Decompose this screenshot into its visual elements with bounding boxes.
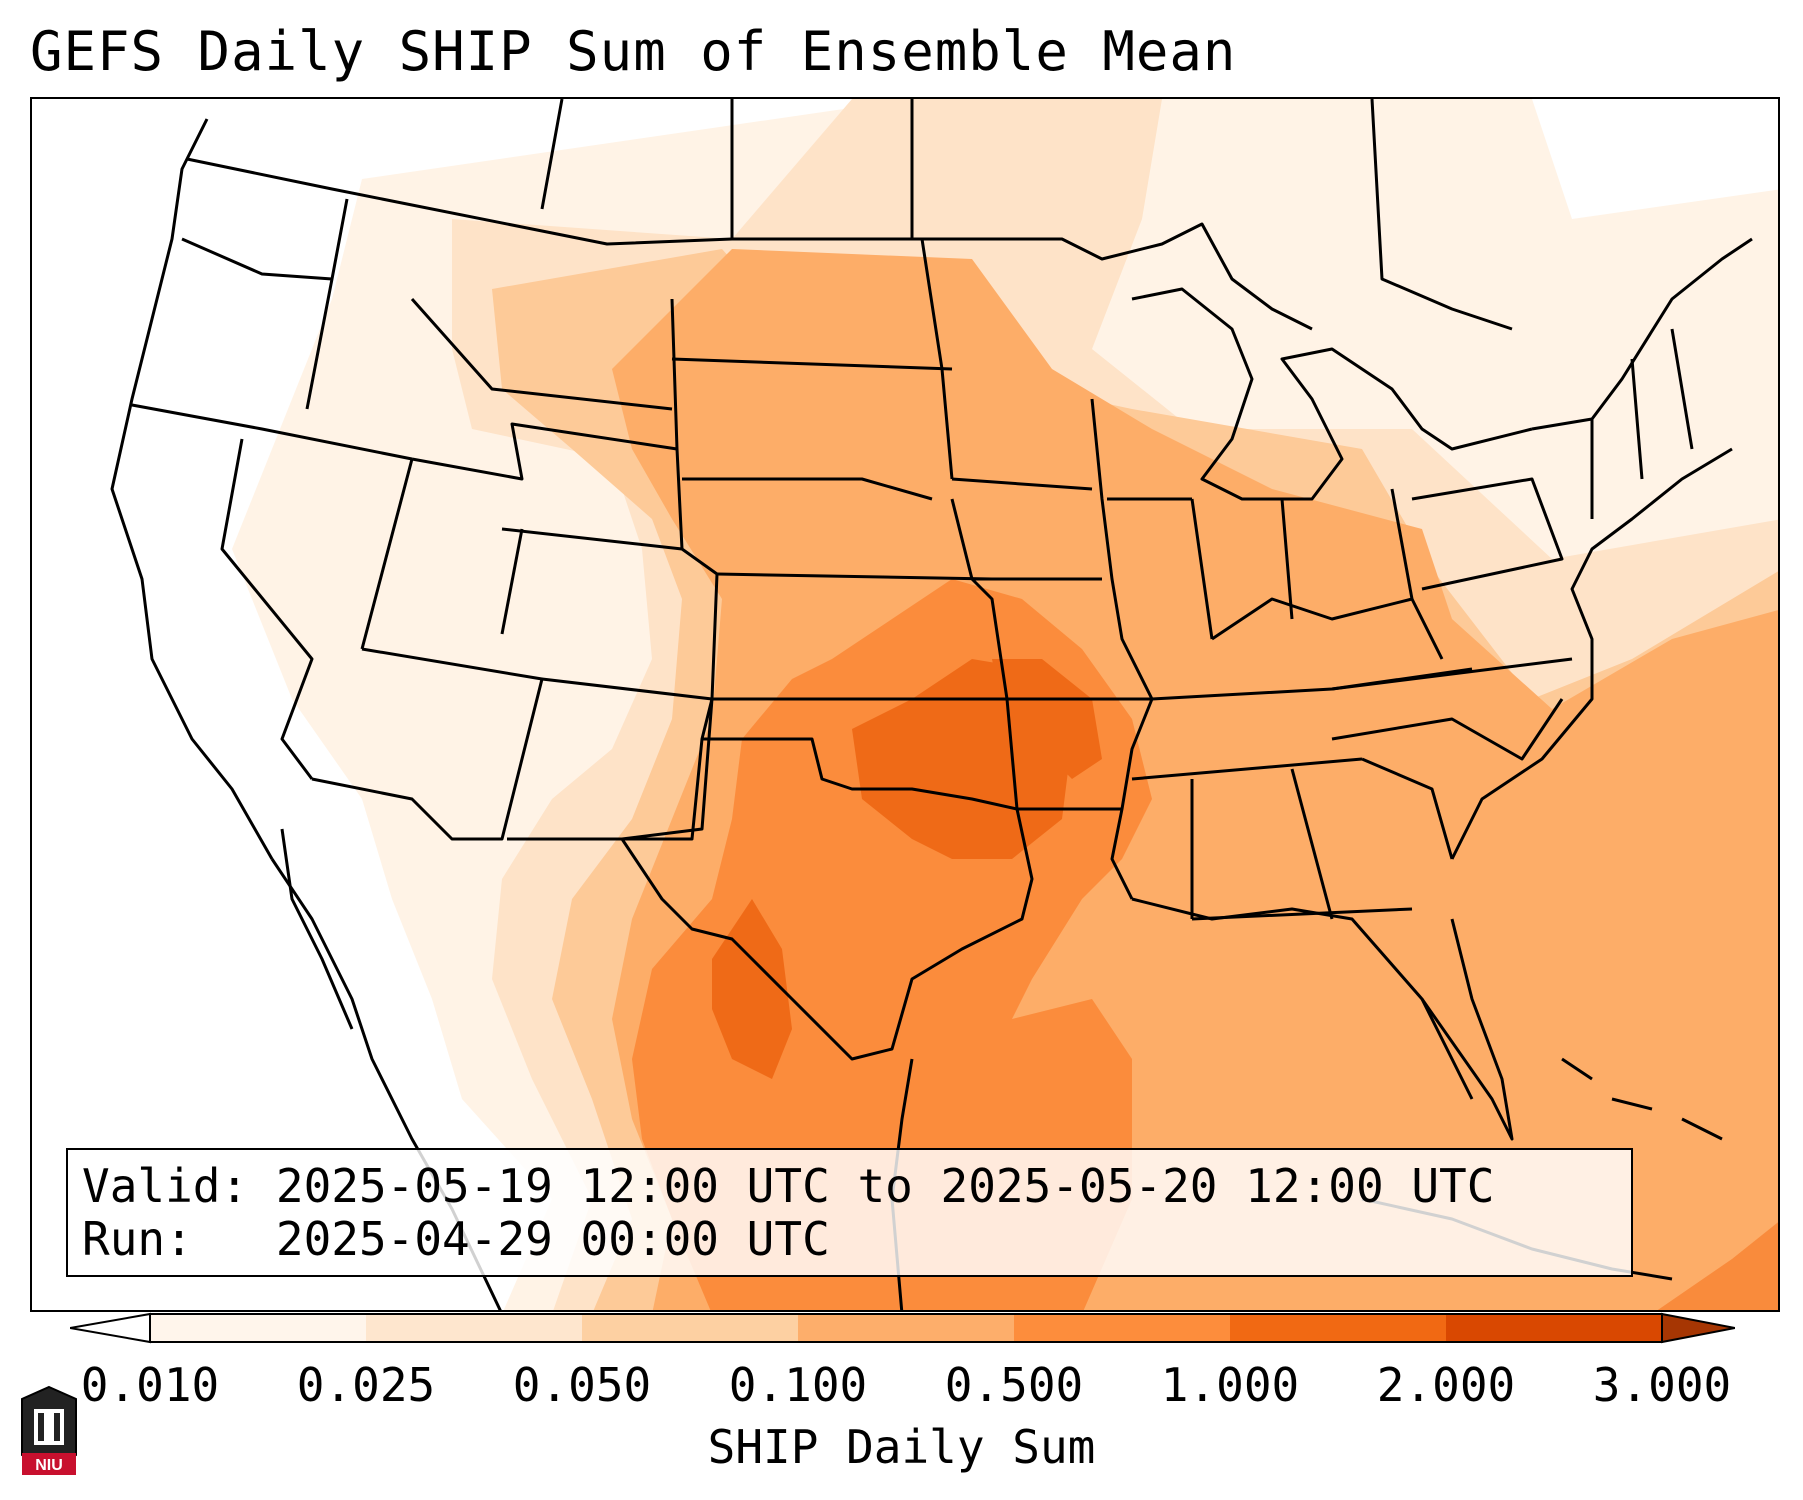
run-label: Run: — [82, 1212, 193, 1266]
colorbar-tick-label: 0.100 — [728, 1358, 868, 1412]
ca-nv-border — [220, 438, 314, 780]
in-oh — [1280, 498, 1294, 620]
ship-shading — [232, 99, 1778, 1310]
mn-ia — [951, 477, 1093, 491]
dakota-east — [920, 238, 954, 480]
colorbar-tick-label: 2.000 — [1376, 1358, 1516, 1412]
colorbar-bin-0 — [150, 1314, 366, 1342]
pacific-coast — [110, 118, 274, 860]
nm-border — [507, 677, 714, 841]
ut-co-border — [500, 528, 524, 635]
canada-provinces — [540, 99, 1513, 331]
baja — [280, 828, 354, 1030]
ut-north — [411, 422, 678, 481]
map-panel[interactable] — [30, 97, 1780, 1312]
colorbar-tick-label: 0.010 — [80, 1358, 220, 1412]
oh-east — [1390, 488, 1414, 600]
sd-ne — [682, 477, 933, 501]
valid-run-infobox: Valid: 2025-05-19 12:00 UTC to 2025-05-2… — [66, 1148, 1633, 1277]
or-ca-border — [131, 403, 413, 461]
az-border — [311, 647, 544, 841]
colorbar-bin-5 — [1230, 1314, 1446, 1342]
mt-wy-border — [410, 298, 673, 411]
colorbar-tick-label: 0.025 — [296, 1358, 436, 1412]
atlantic-coast — [1450, 447, 1733, 860]
colorbar-extend-high — [1661, 1312, 1735, 1344]
map-canvas — [110, 99, 1778, 1310]
wa-or-border — [181, 237, 333, 281]
colorbar-outline — [149, 1313, 1663, 1343]
colorbar-tick-label: 0.050 — [512, 1358, 652, 1412]
valid-label: Valid: — [82, 1159, 249, 1213]
bahamas — [1561, 1057, 1723, 1141]
niu-logo-icon: NIU — [21, 1385, 77, 1475]
ga-fl — [1191, 907, 1413, 921]
kentucky — [1211, 597, 1444, 660]
great-lakes — [1131, 287, 1533, 501]
wy-co — [501, 527, 719, 700]
texas-border — [620, 738, 1034, 1061]
al-ga — [1290, 768, 1334, 920]
ship-contour-1.000 — [712, 659, 1102, 1079]
nv-ut-border — [360, 458, 414, 650]
colorbar-ticks: 0.010 0.025 0.050 0.100 0.500 1.000 2.00… — [0, 1358, 1803, 1418]
colorbar-bin-4 — [1014, 1314, 1230, 1342]
colorbar-label: SHIP Daily Sum — [707, 1420, 1096, 1474]
il-in — [1190, 498, 1214, 640]
colorbar-bin-3 — [798, 1314, 1014, 1342]
sc-ga — [1361, 757, 1454, 860]
us-canada-border — [186, 157, 1313, 331]
ny-ne — [1531, 237, 1753, 431]
ok-panhandle — [700, 698, 1018, 811]
idaho-west — [305, 198, 349, 410]
new-england — [1590, 328, 1694, 519]
colorbar-bin-2 — [582, 1314, 798, 1342]
colorbar-tick-label: 3.000 — [1592, 1358, 1732, 1412]
ks-east — [950, 498, 1009, 700]
colorbar-extend-low — [70, 1312, 151, 1344]
colorbar-bin-1 — [366, 1314, 582, 1342]
logo-text: NIU — [35, 1457, 63, 1474]
run-value: 2025-04-29 00:00 UTC — [275, 1212, 830, 1266]
ship-contour-1.000-east — [1657, 1222, 1778, 1310]
carolinas — [1331, 698, 1564, 761]
tn-south — [1131, 757, 1363, 781]
nd-sd — [671, 357, 953, 371]
ne-ks — [716, 572, 993, 581]
colorbar — [70, 1312, 1735, 1344]
ok-east — [1005, 698, 1019, 810]
colorbar-bin-6 — [1446, 1314, 1662, 1342]
va-nc — [1331, 657, 1573, 691]
page-title: GEFS Daily SHIP Sum of Ensemble Mean — [30, 20, 1237, 83]
valid-value: 2025-05-19 12:00 UTC to 2025-05-20 12:00… — [275, 1159, 1495, 1213]
colorbar-tick-label: 0.500 — [944, 1358, 1084, 1412]
colorbar-tick-label: 1.000 — [1160, 1358, 1300, 1412]
florida — [1420, 918, 1514, 1141]
pa-border — [1411, 477, 1564, 591]
wy-east — [670, 298, 684, 550]
